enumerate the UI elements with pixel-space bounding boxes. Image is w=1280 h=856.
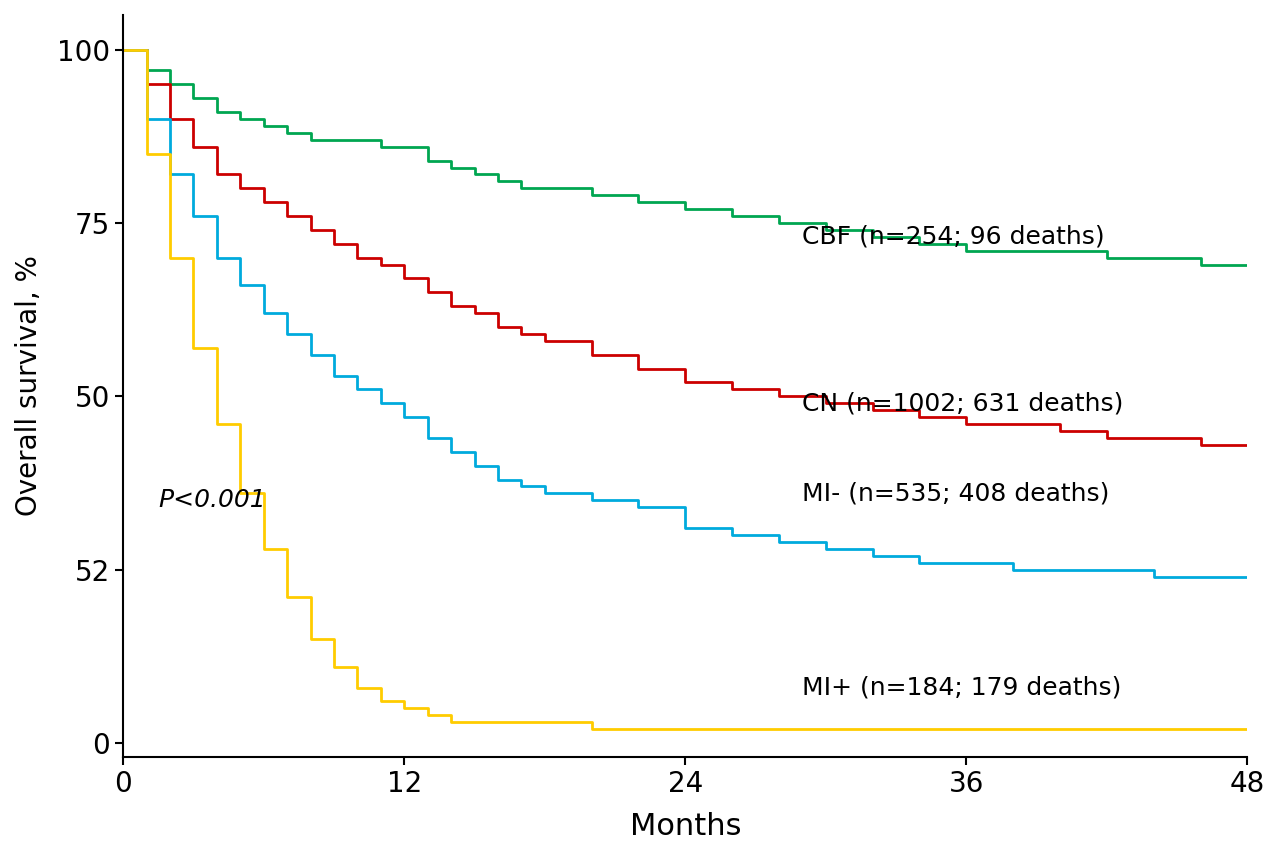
Text: MI+ (n=184; 179 deaths): MI+ (n=184; 179 deaths) [803, 675, 1121, 699]
Text: MI- (n=535; 408 deaths): MI- (n=535; 408 deaths) [803, 481, 1110, 505]
Text: P<0.001: P<0.001 [159, 489, 266, 513]
Y-axis label: Overall survival, %: Overall survival, % [15, 256, 44, 516]
X-axis label: Months: Months [630, 812, 741, 841]
Text: CBF (n=254; 96 deaths): CBF (n=254; 96 deaths) [803, 225, 1105, 249]
Text: CN (n=1002; 631 deaths): CN (n=1002; 631 deaths) [803, 391, 1124, 415]
